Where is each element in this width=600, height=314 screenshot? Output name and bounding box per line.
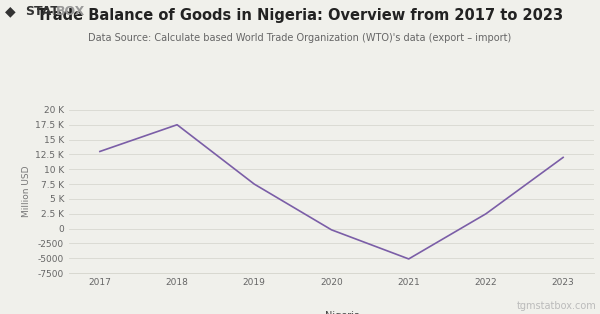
Text: Trade Balance of Goods in Nigeria: Overview from 2017 to 2023: Trade Balance of Goods in Nigeria: Overv… (37, 8, 563, 23)
Text: Data Source: Calculate based World Trade Organization (WTO)'s data (export – imp: Data Source: Calculate based World Trade… (88, 33, 512, 43)
Text: BOX: BOX (56, 5, 85, 18)
Text: STAT: STAT (25, 5, 59, 18)
Legend: Nigeria: Nigeria (299, 307, 364, 314)
Y-axis label: Million USD: Million USD (22, 166, 31, 217)
Text: tgmstatbox.com: tgmstatbox.com (517, 301, 597, 311)
Text: ◆: ◆ (5, 5, 16, 19)
